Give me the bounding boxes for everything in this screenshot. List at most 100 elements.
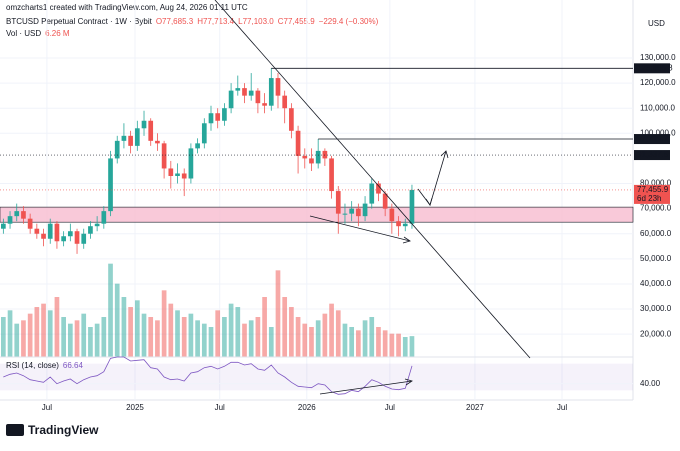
volume-bar bbox=[356, 330, 361, 357]
x-tick-label: Jul bbox=[215, 403, 225, 412]
candle-body bbox=[14, 211, 20, 217]
volume-bar bbox=[289, 307, 294, 357]
y-tick-label: 120,000.0 bbox=[640, 78, 676, 87]
volume-bar bbox=[329, 303, 334, 357]
support-line bbox=[309, 215, 411, 242]
candle-body bbox=[27, 218, 33, 229]
candle-body bbox=[141, 120, 147, 129]
volume-bar bbox=[242, 323, 247, 357]
candle-body bbox=[41, 233, 46, 239]
arrow-head bbox=[425, 197, 433, 206]
y-tick-label: 70,000.0 bbox=[640, 204, 672, 213]
y-tick-label: 110,000.0 bbox=[640, 103, 676, 112]
rsi-trend-line bbox=[319, 380, 413, 395]
volume-bar bbox=[101, 317, 107, 357]
candle-body bbox=[242, 88, 247, 96]
candle-body bbox=[389, 208, 395, 222]
brand: TradingView bbox=[6, 423, 99, 437]
volume-bar bbox=[335, 310, 341, 357]
candle-body bbox=[54, 223, 60, 242]
volume-bar bbox=[155, 320, 160, 357]
volume-bar bbox=[88, 327, 93, 357]
candle-body bbox=[376, 183, 381, 194]
volume-bar bbox=[235, 307, 241, 357]
volume-bar bbox=[175, 310, 180, 357]
volume-bar bbox=[128, 307, 133, 357]
volume-bar bbox=[302, 323, 308, 357]
level-label-box bbox=[634, 150, 670, 161]
candle-body bbox=[161, 143, 167, 169]
candle-body bbox=[128, 135, 133, 146]
x-tick-label: 2025 bbox=[126, 403, 144, 412]
volume-bar bbox=[1, 317, 6, 357]
level-label-box bbox=[634, 134, 670, 145]
open: O77,685.3 bbox=[156, 17, 194, 26]
brand-logo bbox=[6, 424, 24, 436]
volume-bar bbox=[382, 330, 388, 357]
candle-body bbox=[248, 90, 254, 96]
axis-labels: 130,000.0 120,000.0 110,000.0 100,000.0 80,0… bbox=[6, 53, 676, 412]
candle-body bbox=[329, 158, 334, 192]
candle-body bbox=[409, 189, 415, 224]
volume-bar bbox=[161, 290, 167, 357]
candle-body bbox=[188, 148, 194, 179]
volume-bar bbox=[275, 270, 281, 357]
candle-body bbox=[235, 88, 241, 91]
volume-bar bbox=[349, 327, 355, 357]
candle-body bbox=[215, 113, 221, 121]
candle-body bbox=[168, 168, 174, 176]
volume-bar bbox=[362, 320, 368, 357]
high: H77,713.4 bbox=[197, 17, 234, 26]
level-label-box bbox=[634, 63, 670, 74]
candle-body bbox=[255, 90, 261, 104]
close: C77,455.9 bbox=[278, 17, 315, 26]
candle-body bbox=[268, 78, 274, 106]
volume-bar bbox=[74, 320, 80, 357]
y-tick-label: 130,000.0 bbox=[640, 53, 676, 62]
rsi-legend: RSI (14, close) 66.64 bbox=[6, 361, 83, 370]
volume-bar bbox=[121, 297, 127, 357]
volume-bar bbox=[402, 337, 408, 357]
volume-bar bbox=[315, 320, 321, 357]
candle-body bbox=[335, 191, 341, 214]
volume-bar bbox=[268, 327, 274, 357]
volume-bar bbox=[61, 317, 66, 357]
candle-body bbox=[121, 135, 127, 141]
x-tick-label: 2027 bbox=[466, 403, 484, 412]
volume-bar bbox=[21, 320, 26, 357]
candle-body bbox=[262, 103, 267, 106]
candle-body bbox=[34, 228, 40, 234]
volume-bar bbox=[7, 310, 13, 357]
candle-body bbox=[228, 90, 234, 109]
zone bbox=[0, 206, 634, 223]
candle-body bbox=[208, 113, 214, 124]
volume-bar bbox=[54, 297, 60, 357]
y-tick-label: 100,000.0 bbox=[640, 128, 676, 137]
rsi-value: 66.64 bbox=[63, 361, 84, 370]
candle-body bbox=[81, 233, 87, 244]
candle-body bbox=[342, 213, 348, 215]
arrow-head bbox=[440, 150, 449, 159]
volume-bar bbox=[141, 313, 147, 357]
candle-body bbox=[396, 221, 401, 227]
credit: omzcharts1 created with TradingView.com,… bbox=[6, 3, 248, 12]
volume-bar bbox=[389, 333, 395, 357]
candle-body bbox=[282, 95, 288, 109]
level-label: 91,337.5 bbox=[637, 150, 669, 159]
volume-bar bbox=[201, 323, 207, 357]
rsi-tick-label: 40.00 bbox=[640, 379, 661, 388]
candle-body bbox=[134, 128, 140, 146]
last-price-label: 77,455.9 bbox=[637, 185, 669, 194]
candle-body bbox=[101, 211, 107, 224]
volume-bar bbox=[67, 323, 73, 357]
legend: BTCUSD Perpetual Contract · 1W · Bybit O7… bbox=[6, 17, 379, 26]
symbol: BTCUSD Perpetual Contract · 1W · Bybit bbox=[6, 17, 153, 26]
candle-body bbox=[309, 158, 314, 164]
volume-bar bbox=[342, 323, 348, 357]
candle-body bbox=[349, 208, 355, 214]
brand-name: TradingView bbox=[28, 423, 99, 437]
volume-bar bbox=[322, 313, 328, 357]
drawings bbox=[214, 0, 531, 395]
volume-bar bbox=[14, 323, 20, 357]
